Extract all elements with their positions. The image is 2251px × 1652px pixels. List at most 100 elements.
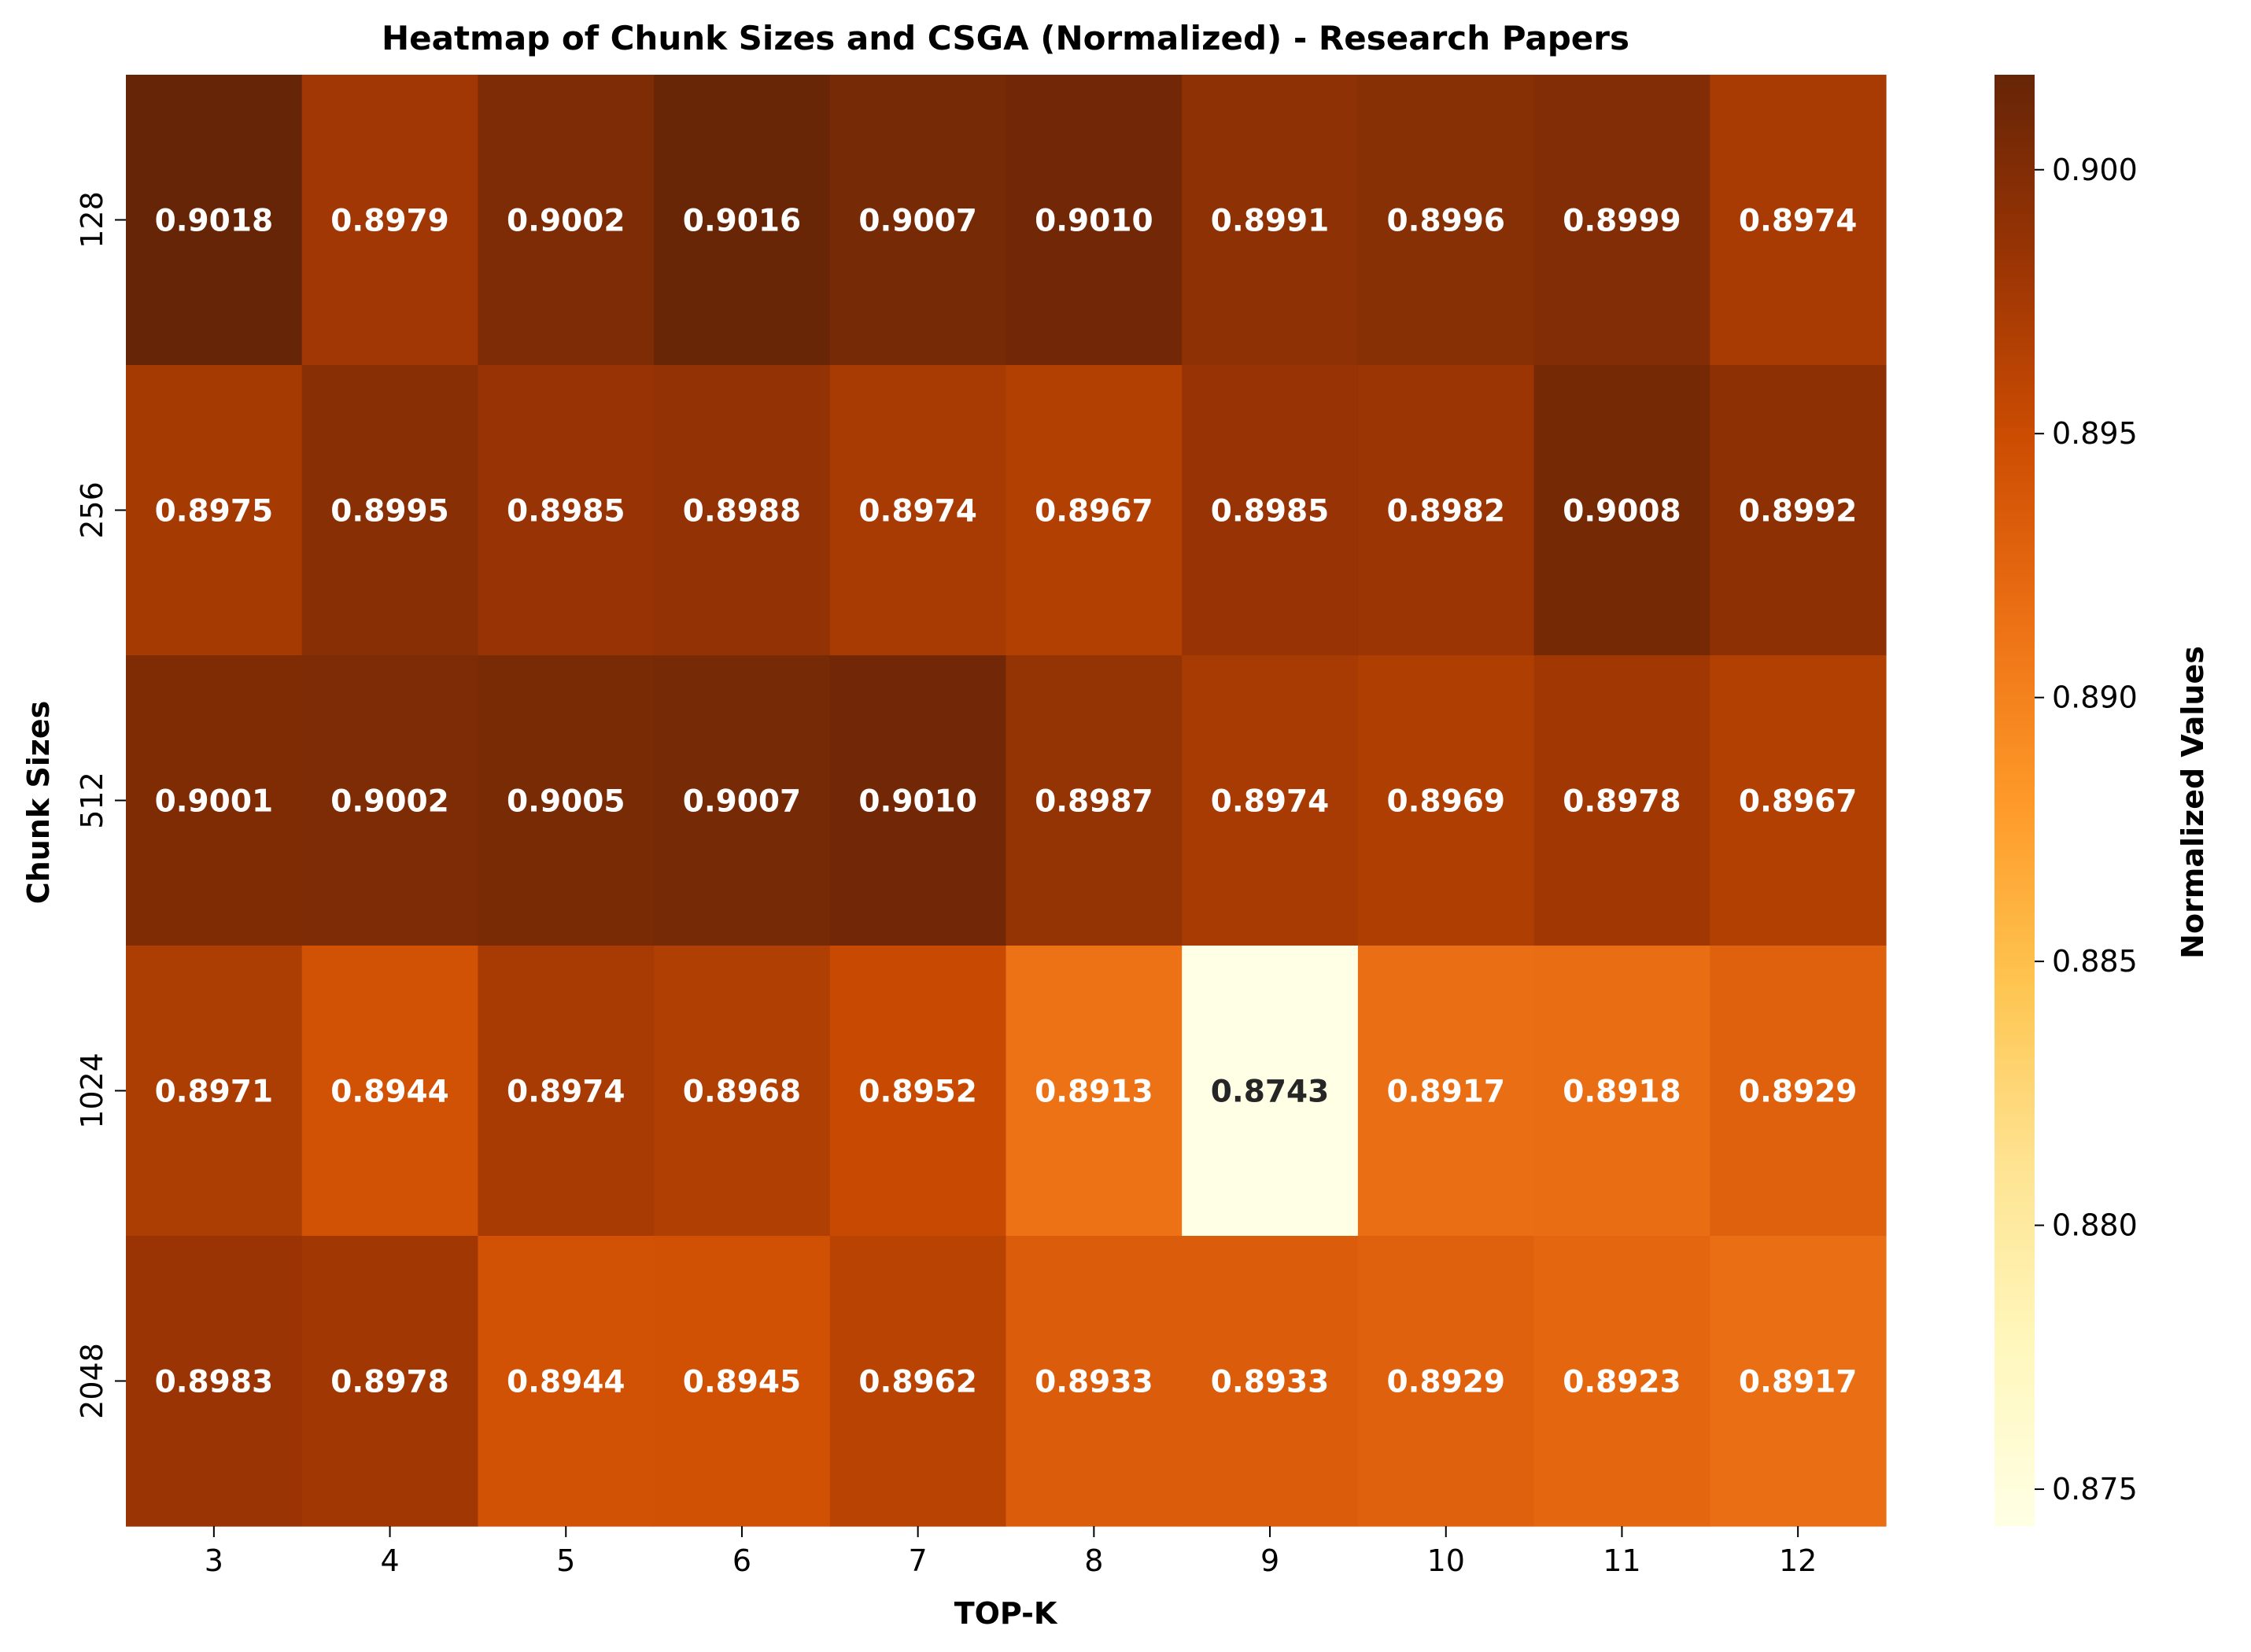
cell-value-label: 0.8995: [330, 494, 449, 529]
cell-value-label: 0.8923: [1563, 1365, 1681, 1400]
colorbar-gradient: [1995, 75, 2035, 1526]
cell-value-label: 0.9007: [858, 204, 977, 239]
y-tick-label: 512: [75, 772, 109, 829]
cell-value-label: 0.8913: [1035, 1075, 1153, 1110]
heatmap-cell-128-11: [1533, 75, 1710, 366]
cell-value-label: 0.8982: [1387, 494, 1506, 529]
heatmap-cell-512-6: [654, 655, 831, 946]
cell-value-label: 0.9010: [858, 784, 977, 820]
cell-value-label: 0.8996: [1387, 204, 1506, 239]
x-tick-label: 10: [1427, 1543, 1465, 1578]
heatmap-cell-2048-7: [829, 1236, 1007, 1527]
cell-value-label: 0.8952: [858, 1075, 977, 1110]
y-tick-label: 1024: [75, 1053, 109, 1129]
heatmap-cell-1024-12: [1710, 946, 1887, 1237]
y-tick-label: 2048: [75, 1343, 109, 1419]
y-tick-label: 256: [75, 481, 109, 539]
cell-value-label: 0.8743: [1211, 1075, 1330, 1110]
heatmap-cell-128-10: [1357, 75, 1535, 366]
heatmap-cell-128-12: [1710, 75, 1887, 366]
cell-value-label: 0.9018: [155, 204, 274, 239]
cell-value-label: 0.9010: [1035, 204, 1153, 239]
cell-value-label: 0.8975: [155, 494, 274, 529]
cell-value-label: 0.8962: [858, 1365, 977, 1400]
cell-value-label: 0.8918: [1563, 1075, 1681, 1110]
heatmap-cell-2048-4: [301, 1236, 478, 1527]
colorbar-tick-label: 0.875: [2052, 1472, 2138, 1506]
cell-value-label: 0.9002: [507, 204, 625, 239]
heatmap-cell-512-4: [301, 655, 478, 946]
cell-value-label: 0.8929: [1739, 1075, 1858, 1110]
colorbar-tick-label: 0.895: [2052, 416, 2138, 451]
heatmap-cell-128-6: [654, 75, 831, 366]
heatmap-cell-512-9: [1182, 655, 1359, 946]
heatmap-cell-128-9: [1182, 75, 1359, 366]
x-tick-label: 9: [1260, 1543, 1279, 1578]
x-tick-label: 5: [556, 1543, 575, 1578]
cell-value-label: 0.8917: [1387, 1075, 1506, 1110]
cell-value-label: 0.8978: [1563, 784, 1681, 820]
heatmap-cell-512-10: [1357, 655, 1535, 946]
colorbar-ticks: 0.875 0.880 0.885 0.890 0.895 0.900: [2035, 153, 2138, 1506]
cell-value-label: 0.8974: [1739, 204, 1858, 239]
cell-value-label: 0.8974: [507, 1075, 625, 1110]
cell-value-label: 0.8933: [1035, 1365, 1153, 1400]
cell-value-label: 0.8944: [330, 1075, 449, 1110]
cell-value-label: 0.8979: [330, 204, 449, 239]
heatmap-cell-256-4: [301, 365, 478, 656]
heatmap-cell-2048-3: [126, 1236, 303, 1527]
heatmap-cell-2048-6: [654, 1236, 831, 1527]
x-tick-label: 6: [732, 1543, 751, 1578]
heatmap-cell-256-7: [829, 365, 1007, 656]
heatmap-cell-256-6: [654, 365, 831, 656]
cell-value-label: 0.8985: [1211, 494, 1330, 529]
heatmap-cells: [126, 75, 1887, 1527]
heatmap-cell-512-3: [126, 655, 303, 946]
cell-value-label: 0.8987: [1035, 784, 1153, 820]
cell-value-label: 0.8988: [683, 494, 802, 529]
colorbar-label: Normalized Values: [2175, 646, 2210, 959]
heatmap-cell-2048-8: [1006, 1236, 1183, 1527]
heatmap-cell-512-8: [1006, 655, 1183, 946]
x-tick-label: 11: [1603, 1543, 1640, 1578]
heatmap-cell-256-10: [1357, 365, 1535, 656]
cell-value-label: 0.9016: [683, 204, 802, 239]
cell-value-label: 0.8983: [155, 1365, 274, 1400]
cell-value-label: 0.9005: [507, 784, 625, 820]
heatmap-cell-2048-12: [1710, 1236, 1887, 1527]
heatmap-cell-512-11: [1533, 655, 1710, 946]
cell-value-label: 0.9008: [1563, 494, 1681, 529]
cell-value-label: 0.8985: [507, 494, 625, 529]
heatmap-cell-256-9: [1182, 365, 1359, 656]
cell-value-label: 0.8992: [1739, 494, 1858, 529]
cell-value-label: 0.8999: [1563, 204, 1681, 239]
x-axis: 3 4 5 6 7 8 9 10 11 12: [205, 1526, 1817, 1578]
heatmap-cell-256-5: [478, 365, 655, 656]
colorbar-tick-label: 0.890: [2052, 680, 2138, 715]
cell-value-label: 0.9001: [155, 784, 274, 820]
x-axis-label: TOP-K: [954, 1596, 1058, 1631]
heatmap-cell-256-11: [1533, 365, 1710, 656]
heatmap-cell-1024-4: [301, 946, 478, 1237]
heatmap-cell-1024-10: [1357, 946, 1535, 1237]
heatmap-cell-128-8: [1006, 75, 1183, 366]
heatmap-cell-1024-11: [1533, 946, 1710, 1237]
heatmap-cell-512-7: [829, 655, 1007, 946]
cell-value-label: 0.8945: [683, 1365, 802, 1400]
cell-value-label: 0.8968: [683, 1075, 802, 1110]
heatmap-cell-1024-3: [126, 946, 303, 1237]
heatmap-cell-128-7: [829, 75, 1007, 366]
heatmap-cell-128-3: [126, 75, 303, 366]
cell-value-label: 0.8944: [507, 1365, 625, 1400]
cell-value-label: 0.8974: [1211, 784, 1330, 820]
heatmap-cell-2048-5: [478, 1236, 655, 1527]
y-axis-label: Chunk Sizes: [21, 701, 56, 904]
cell-value-label: 0.9002: [330, 784, 449, 820]
x-tick-label: 3: [205, 1543, 223, 1578]
y-tick-label: 128: [75, 191, 109, 249]
colorbar-tick-label: 0.900: [2052, 153, 2138, 187]
heatmap-cell-1024-5: [478, 946, 655, 1237]
heatmap-cell-2048-11: [1533, 1236, 1710, 1527]
chart-title: Heatmap of Chunk Sizes and CSGA (Normali…: [382, 19, 1629, 57]
heatmap-cell-2048-10: [1357, 1236, 1535, 1527]
